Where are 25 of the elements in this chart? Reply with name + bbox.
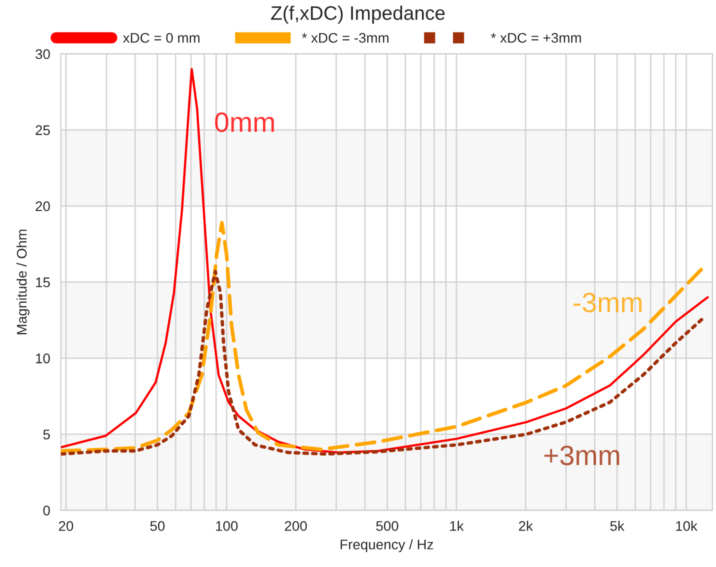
x-tick-label: 10k — [676, 520, 698, 531]
x-tick-label: 500 — [376, 521, 398, 531]
annotation: 0mm — [215, 112, 274, 132]
x-tick-label: 20 — [58, 521, 74, 531]
legend-label: * xDC = +3mm — [490, 32, 581, 43]
x-tick-label: 1k — [450, 520, 464, 531]
legend-label: xDC = 0 mm — [122, 32, 200, 43]
chart-title: Z(f,xDC) Impedance — [271, 6, 445, 24]
y-tick-label: 25 — [36, 125, 50, 136]
x-tick-label: 50 — [150, 521, 165, 531]
y-tick-label: 10 — [36, 353, 50, 364]
x-tick-label: 100 — [216, 521, 238, 531]
annotation: +3mm — [544, 446, 620, 466]
y-tick-label: 15 — [36, 278, 50, 288]
x-tick-label: 200 — [284, 521, 307, 531]
y-tick-label: 20 — [36, 201, 50, 212]
annotation: -3mm — [574, 292, 642, 312]
y-tick-label: 30 — [36, 49, 50, 60]
x-axis-title: Frequency / Hz — [340, 539, 434, 552]
legend-label: * xDC = -3mm — [302, 32, 388, 43]
y-axis-title: Magnitude / Ohm — [16, 230, 30, 334]
y-tick-label: 0 — [43, 506, 50, 516]
x-tick-label: 5k — [610, 520, 624, 531]
x-tick-label: 2k — [518, 520, 533, 531]
y-tick-label: 5 — [43, 430, 50, 440]
